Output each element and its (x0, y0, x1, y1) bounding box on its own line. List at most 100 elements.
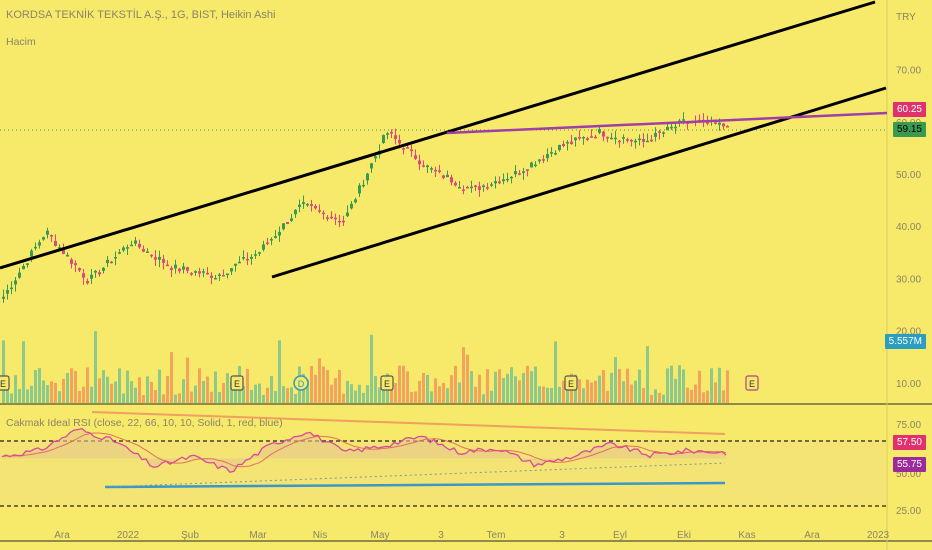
channel-upper-line (0, 0, 876, 270)
earnings-marker-icon (745, 375, 759, 391)
candle-body (434, 169, 437, 172)
volume-bar (98, 378, 101, 403)
candle-body (470, 186, 473, 189)
candle-body (634, 140, 637, 143)
candle-body (366, 173, 369, 181)
candle-body (522, 171, 525, 173)
volume-bar (50, 381, 53, 403)
candle-body (658, 131, 661, 133)
rsi-upper-tag: 57.50 (892, 435, 926, 450)
volume-bar (42, 380, 45, 403)
volume-bar (590, 382, 593, 403)
volume-bar (294, 394, 297, 403)
volume-bar (214, 371, 217, 403)
candle-body (18, 272, 21, 278)
volume-bar (190, 391, 193, 403)
candle-body (210, 275, 213, 278)
rsi-area-fill (2, 428, 726, 473)
candle-body (158, 256, 161, 260)
volume-bar (370, 334, 373, 403)
candle-body (254, 254, 257, 256)
volume-bar (30, 385, 33, 403)
candle-body (46, 230, 49, 235)
candle-body (102, 267, 105, 271)
volume-bar (502, 378, 505, 403)
candle-body (294, 209, 297, 215)
volume-bar (38, 368, 41, 403)
candle-body (286, 222, 289, 224)
volume-bar (134, 387, 137, 403)
candle-body (666, 126, 669, 131)
volume-bar (410, 392, 413, 403)
candle-body (270, 239, 273, 241)
candle-body (162, 259, 165, 263)
volume-bar (578, 379, 581, 403)
volume-bar (482, 394, 485, 403)
volume-bar (250, 389, 253, 403)
time-tick-label: 2022 (117, 530, 140, 541)
candle-body (78, 268, 81, 271)
candle-body (226, 273, 229, 276)
candle-body (86, 281, 89, 284)
candle-body (298, 204, 301, 208)
candle-body (614, 137, 617, 140)
volume-bar (254, 384, 257, 403)
price-tick-label: 70.00 (896, 66, 921, 77)
volume-bar (538, 386, 541, 403)
candle-body (418, 160, 421, 165)
volume-bar (466, 354, 469, 403)
volume-bar (718, 367, 721, 403)
candle-body (606, 136, 609, 139)
candle-body (134, 240, 137, 244)
volume-bar (562, 380, 565, 403)
volume-bar (666, 368, 669, 403)
volume-bar (62, 378, 65, 403)
price-tick-label: 20.00 (896, 327, 921, 338)
volume-bar (162, 394, 165, 403)
candle-body (126, 247, 129, 249)
volume-bar (450, 375, 453, 403)
candle-body (350, 203, 353, 209)
volume-bar (2, 340, 5, 403)
candle-body (82, 273, 85, 278)
candle-body (410, 149, 413, 152)
candle-body (278, 231, 281, 236)
volume-bar (486, 369, 489, 403)
volume-bar (642, 388, 645, 403)
volume-bar (326, 370, 329, 403)
candle-body (442, 175, 445, 178)
volume-bar (10, 393, 13, 403)
candle-body (354, 199, 357, 203)
candle-body (10, 287, 13, 290)
candle-body (414, 155, 417, 159)
candle-body (650, 139, 653, 142)
volume-bar (434, 378, 437, 403)
candle-body (206, 272, 209, 275)
time-tick-label: 3 (438, 530, 444, 541)
volume-bar (174, 394, 177, 403)
volume-bar (282, 386, 285, 403)
earnings-marker-icon (230, 375, 244, 391)
volume-bar (110, 383, 113, 403)
volume-bar (702, 392, 705, 403)
candle-body (30, 250, 33, 257)
candle-body (626, 139, 629, 141)
last-price-tag: 59.15 (892, 122, 926, 137)
earnings-marker-label: E (384, 379, 390, 389)
candle-body (518, 173, 521, 175)
volume-bar (142, 394, 145, 403)
volume-bar (658, 392, 661, 403)
candle-body (322, 212, 325, 215)
candle-body (542, 159, 545, 161)
volume-bar (130, 381, 133, 403)
candle-body (398, 140, 401, 144)
volume-bar (334, 378, 337, 403)
candle-body (462, 189, 465, 191)
volume-bar (154, 389, 157, 403)
volume-bar (686, 387, 689, 403)
volume-bar (74, 370, 77, 403)
candle-body (526, 169, 529, 171)
volume-bar (26, 389, 29, 403)
volume-bar (206, 376, 209, 403)
